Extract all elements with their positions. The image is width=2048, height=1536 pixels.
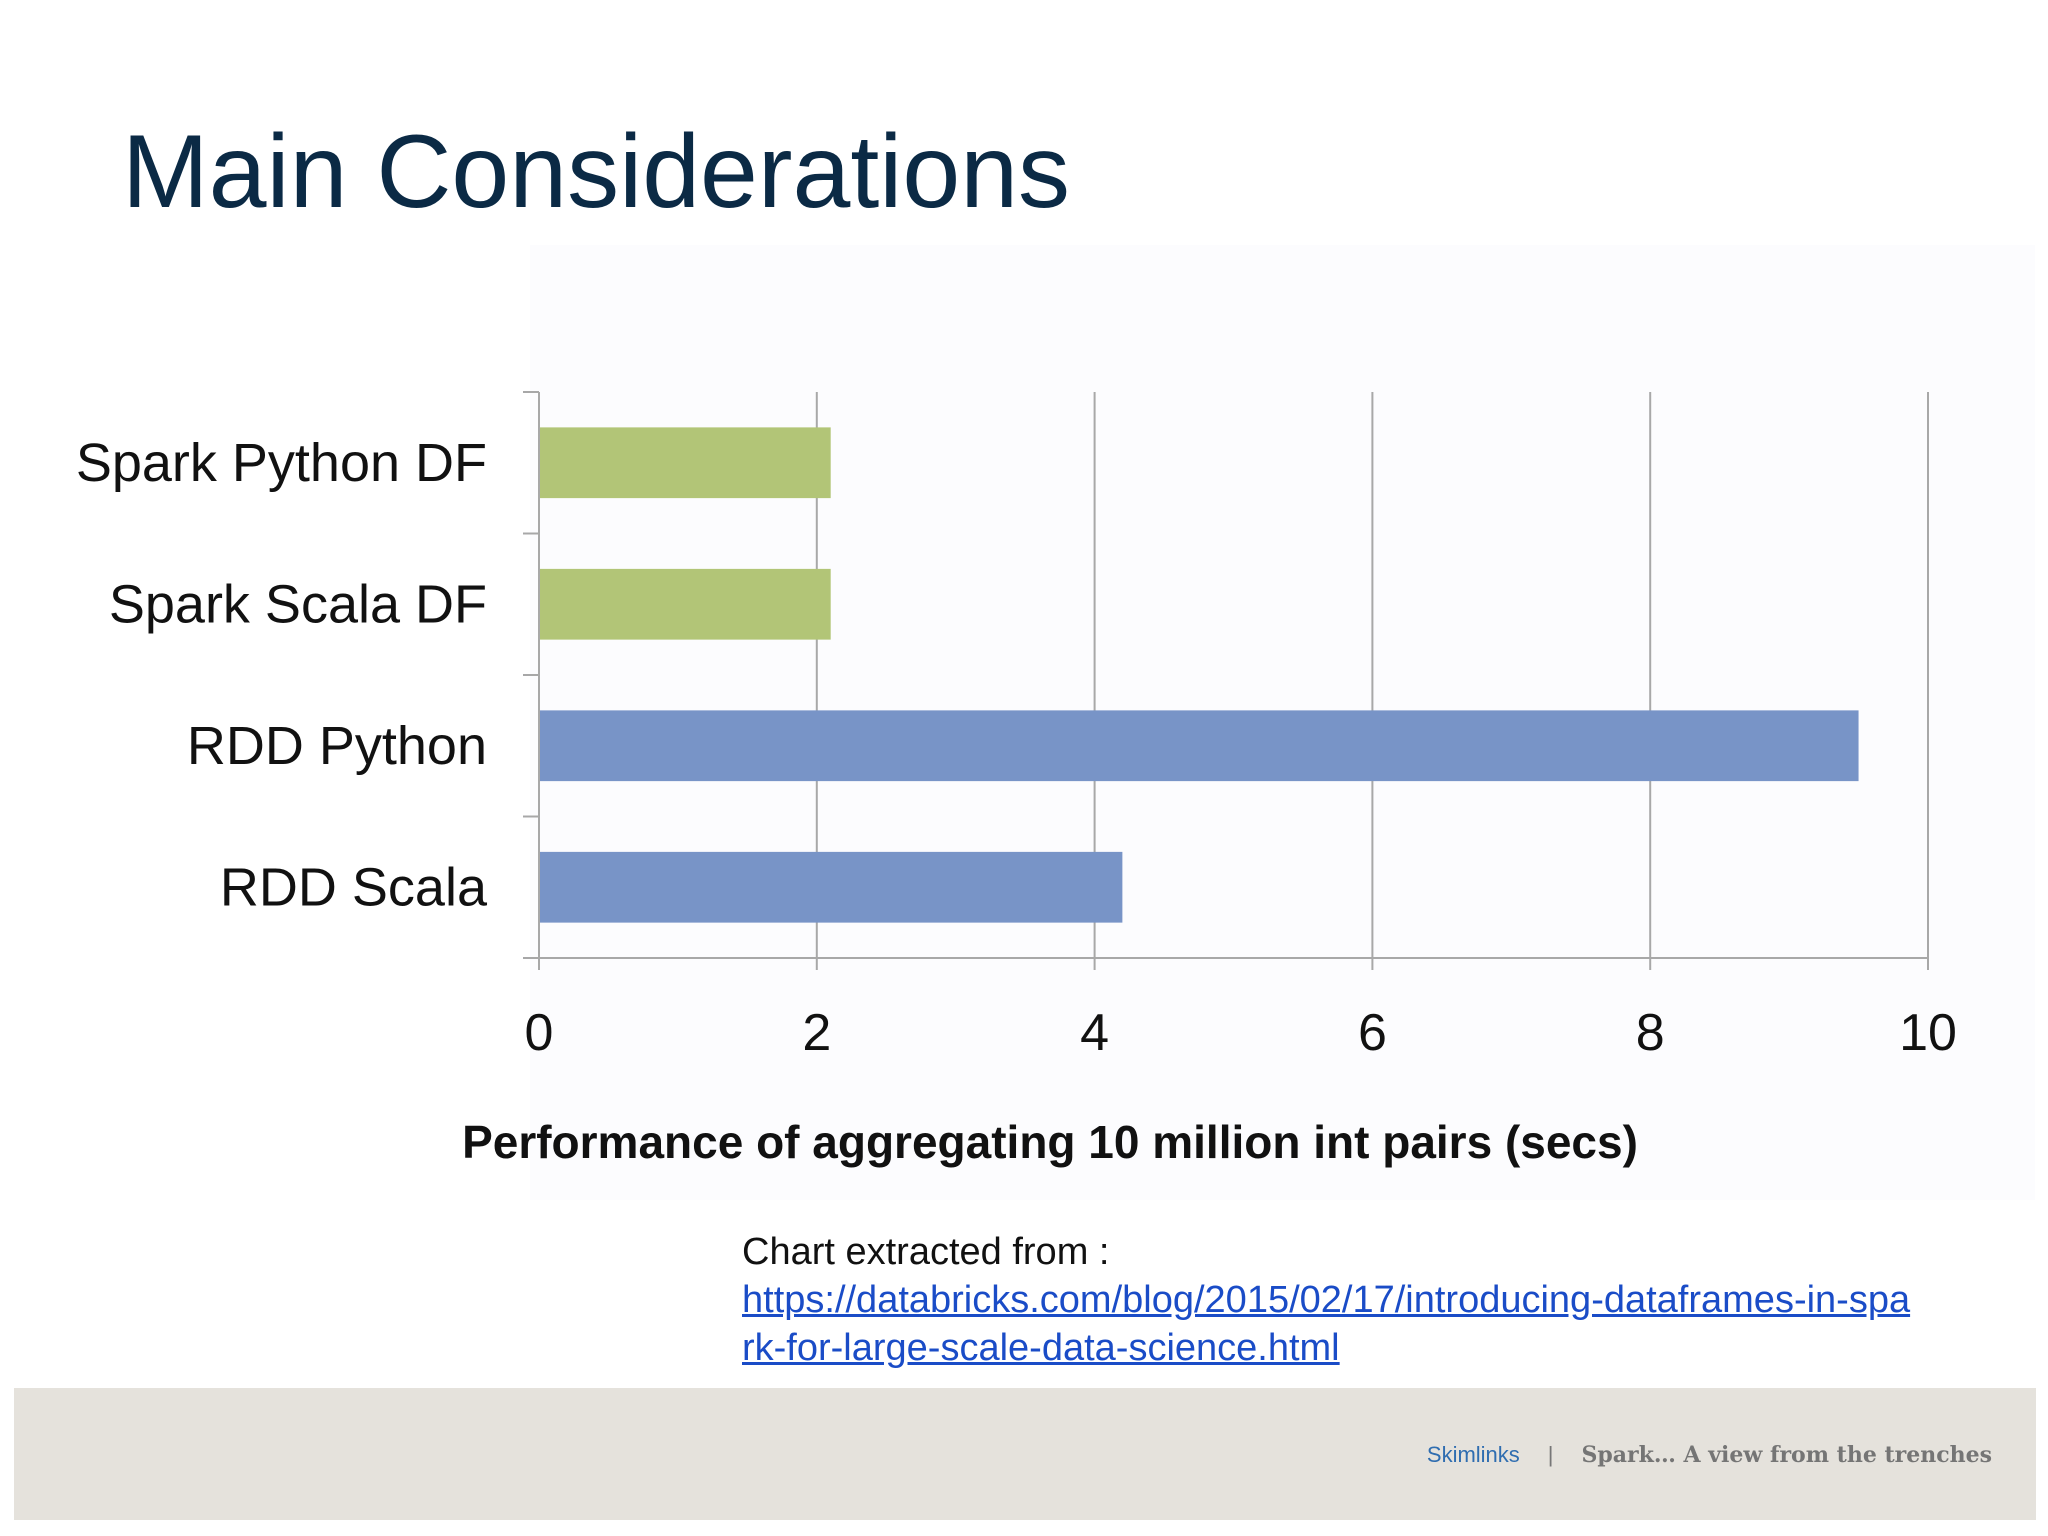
footer-deck-title: Spark… A view from the trenches [1581,1442,1992,1468]
x-tick-label: 10 [1899,1004,1957,1062]
source-link[interactable]: https://databricks.com/blog/2015/02/17/i… [742,1279,1911,1369]
x-tick-label: 4 [1080,1004,1109,1062]
x-tick-label: 0 [525,1004,554,1062]
x-tick-label: 6 [1358,1004,1387,1062]
chart-source: Chart extracted from : https://databrick… [742,1228,1922,1372]
chart-labels: 0 2 4 6 8 10 Spark Python DF Spark Scala DF RDD … [76,433,1957,1062]
footer-brand: Skimlinks [1426,1442,1520,1467]
chart-bars [539,427,1859,923]
category-label: RDD Scala [220,857,488,917]
bar-rdd-python [539,710,1859,782]
x-tick-label: 8 [1636,1004,1665,1062]
bar-rdd-scala [539,851,1123,923]
category-label: Spark Python DF [76,433,487,493]
bar-spark-python-df [539,427,831,499]
x-tick-label: 2 [802,1004,831,1062]
footer-separator: | [1547,1442,1554,1467]
bar-chart: 0 2 4 6 8 10 Spark Python DF Spark Scala DF RDD … [76,391,1957,1168]
category-label: Spark Scala DF [109,574,487,634]
slide-footer: Skimlinks | Spark… A view from the trenc… [14,1388,2036,1520]
slide-title: Main Considerations [122,114,1071,230]
category-label: RDD Python [187,716,487,776]
bar-spark-scala-df [539,568,831,640]
chart-axes [523,391,1929,970]
source-label: Chart extracted from : [742,1231,1110,1273]
x-axis-title: Performance of aggregating 10 million in… [462,1116,1638,1168]
footer-meta: Skimlinks | Spark… A view from the trenc… [1427,1442,1992,1468]
